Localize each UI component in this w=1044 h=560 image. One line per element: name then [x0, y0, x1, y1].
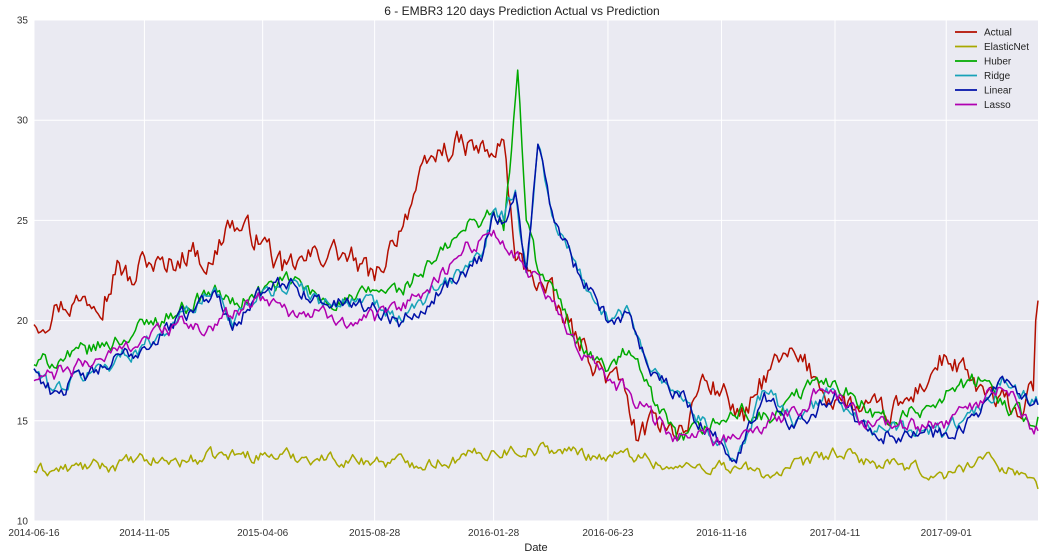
plot-area	[34, 20, 1038, 521]
series-line-actual	[33, 130, 1039, 442]
x-axis-label: Date	[524, 542, 547, 554]
legend-label-linear: Linear	[984, 86, 1012, 97]
x-tick-label: 2016-11-16	[696, 528, 747, 539]
x-tick-label: 2015-08-28	[349, 528, 401, 539]
series-line-lasso	[33, 229, 1039, 447]
legend-label-huber: Huber	[984, 57, 1012, 68]
y-tick-label: 10	[17, 517, 29, 528]
y-tick-label: 35	[17, 16, 29, 27]
series-layer	[33, 69, 1039, 490]
series-line-huber	[33, 69, 1039, 442]
x-tick-label: 2017-04-11	[810, 528, 861, 539]
legend-label-lasso: Lasso	[984, 100, 1011, 111]
x-tick-label: 2015-04-06	[237, 528, 289, 539]
y-tick-label: 20	[17, 316, 29, 327]
legend: Actual ElasticNet Huber Ridge Linear Lasso	[955, 28, 1029, 111]
y-tick-label: 25	[17, 216, 29, 227]
x-tick-label: 2016-01-28	[468, 528, 520, 539]
series-line-linear	[33, 143, 1039, 464]
y-tick-labels: 10 15 20 25 30 35	[17, 16, 29, 528]
legend-label-actual: Actual	[984, 28, 1012, 39]
legend-label-ridge: Ridge	[984, 71, 1011, 82]
x-tick-label: 2014-06-16	[8, 528, 60, 539]
grid-lines	[33, 19, 1038, 522]
x-tick-label: 2014-11-05	[119, 528, 170, 539]
x-tick-labels: 2014-06-16 2014-11-05 2015-04-06 2015-08-28…	[8, 528, 972, 539]
y-tick-label: 30	[17, 116, 29, 127]
y-tick-label: 15	[17, 416, 29, 427]
series-line-elasticnet	[33, 441, 1039, 490]
x-tick-label: 2016-06-23	[582, 528, 634, 539]
legend-label-elasticnet: ElasticNet	[984, 42, 1029, 53]
chart-title: 6 - EMBR3 120 days Prediction Actual vs …	[384, 4, 659, 18]
x-tick-label: 2017-09-01	[921, 528, 973, 539]
